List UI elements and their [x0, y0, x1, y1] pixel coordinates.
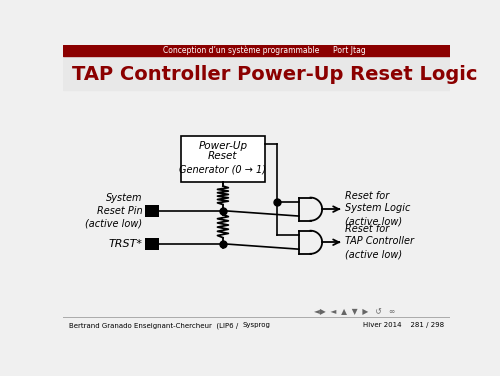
Text: Sysprog: Sysprog	[242, 322, 270, 328]
Bar	[146, 238, 160, 250]
Text: System
Reset Pin
(active low): System Reset Pin (active low)	[85, 193, 142, 228]
Text: Power-Up: Power-Up	[198, 141, 248, 151]
Text: Reset: Reset	[208, 151, 238, 161]
Text: TAP Controller Power-Up Reset Logic: TAP Controller Power-Up Reset Logic	[72, 65, 478, 84]
Text: Reset for
System Logic
(active low): Reset for System Logic (active low)	[346, 191, 411, 226]
Text: Conception d’un système programmable: Conception d’un système programmable	[162, 46, 319, 55]
Bar	[181, 136, 265, 182]
Text: ◄▶  ◄  ▲  ▼  ▶   ↺   ∞: ◄▶ ◄ ▲ ▼ ▶ ↺ ∞	[314, 307, 396, 316]
Text: Bertrand Granado Enseignant-Chercheur  (LIP6 /: Bertrand Granado Enseignant-Chercheur (L…	[68, 322, 238, 329]
Bar	[62, 56, 450, 90]
Text: Port Jtag: Port Jtag	[333, 46, 366, 55]
Text: Hiver 2014    281 / 298: Hiver 2014 281 / 298	[362, 322, 444, 328]
Text: Reset for
TAP Controller
(active low): Reset for TAP Controller (active low)	[346, 224, 414, 259]
Bar	[62, 45, 450, 56]
Text: TRST*: TRST*	[108, 239, 142, 249]
Text: Generator (0 → 1): Generator (0 → 1)	[180, 164, 266, 174]
Bar	[146, 205, 160, 217]
